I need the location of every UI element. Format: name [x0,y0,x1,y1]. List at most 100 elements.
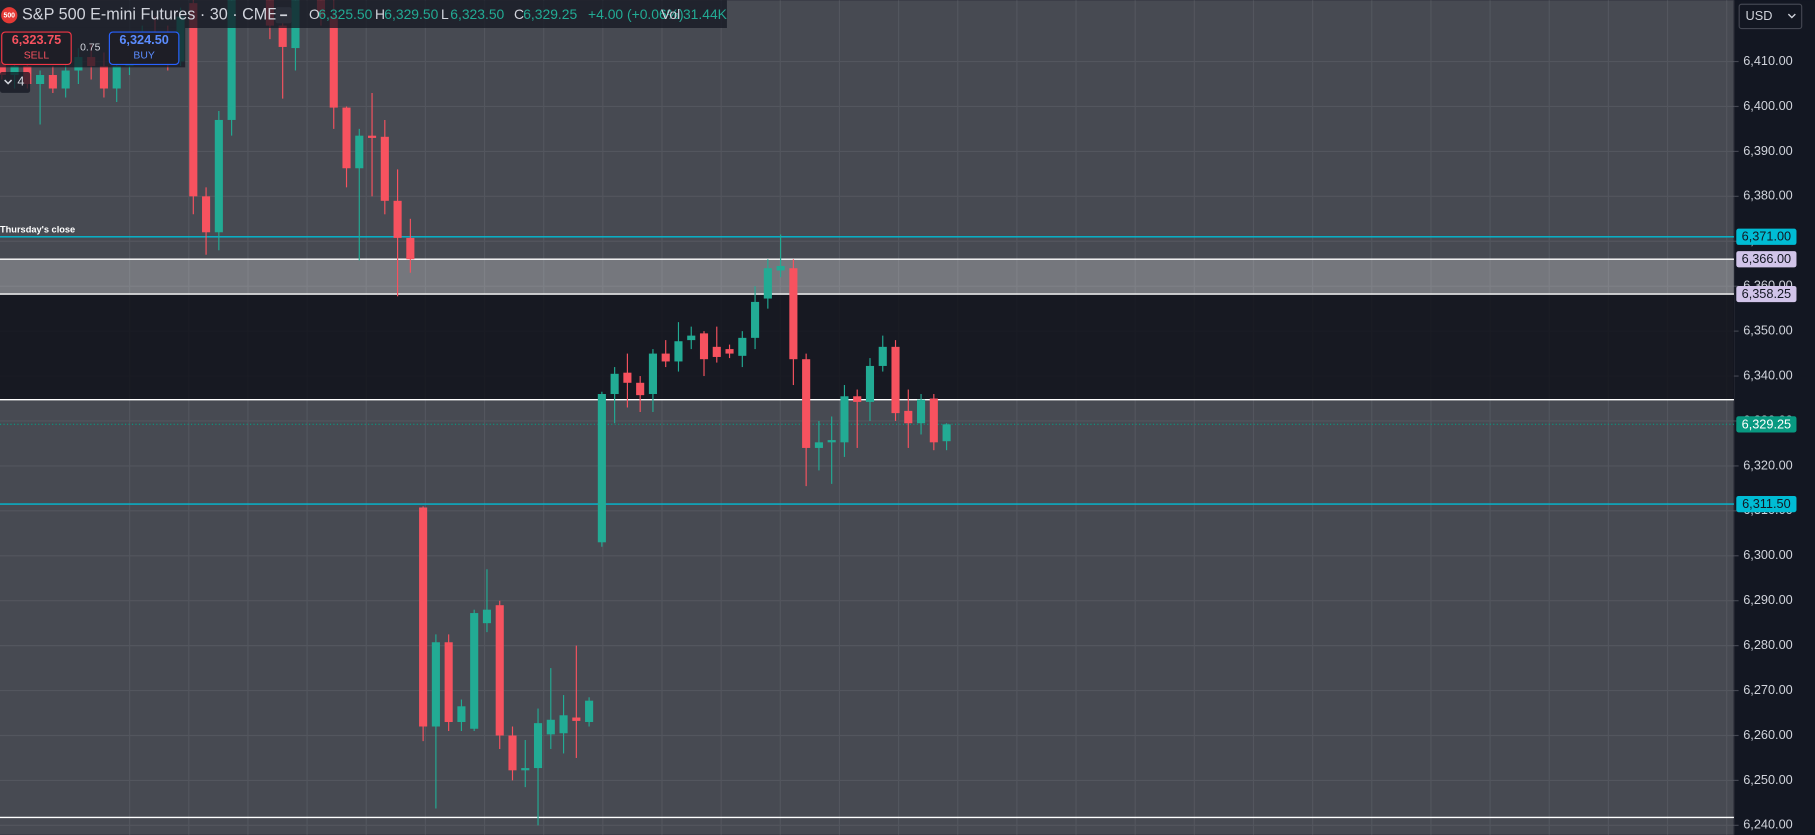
y-tick-label: 6,270.00 [1743,682,1793,697]
level-label: 6,371.00 [1742,229,1792,244]
y-tick-label: 6,250.00 [1743,772,1793,787]
candle-body [61,70,70,89]
legend-vol: Vol [661,6,680,22]
level-label: 6,358.25 [1742,286,1792,301]
level-label-bg [1736,228,1797,245]
candle-body [572,717,581,721]
level-label: 6,366.00 [1742,251,1792,266]
candle-body [840,396,849,443]
candle-body [942,424,951,442]
currency-button[interactable] [1738,3,1803,30]
y-tick-label: 6,410.00 [1743,53,1793,68]
candle-body [636,382,645,396]
candle-body [444,642,453,723]
y-tick-label: 6,380.00 [1743,188,1793,203]
buy-price: 6,324.50 [119,32,169,47]
candle-body [482,609,492,624]
y-tick-label: 6,280.00 [1743,637,1793,652]
price-scale: 6,410.006,400.006,390.006,380.006,370.00… [1733,53,1797,832]
buy-button[interactable] [108,31,180,66]
candle-body [725,349,734,354]
level-label: 6,329.25 [1742,416,1792,431]
y-tick-label: 6,260.00 [1743,727,1793,742]
candle-body [342,107,351,169]
candle-body [355,135,364,169]
candle-body [508,735,517,771]
indicators-count: 4 [17,74,24,89]
candle-body [597,394,606,543]
level-label-bg [1736,416,1797,433]
candle-body [904,410,913,424]
candle-body [48,75,57,89]
y-tick-label: 6,350.00 [1743,322,1793,337]
legend-high: 6,329.50 [384,6,438,22]
candle-body [406,237,415,260]
sell-label: SELL [24,51,50,62]
header-bg [0,0,727,28]
y-tick-label: 6,290.00 [1743,592,1793,607]
candle-body [853,396,862,402]
currency: USD [1746,8,1773,23]
candle-body [112,66,121,89]
y-tick-label: 6,400.00 [1743,98,1793,113]
candle-body [763,268,772,299]
candle-body [380,136,389,201]
candle-body [776,265,785,271]
candle-body [917,399,926,424]
candle-body [802,359,811,448]
candle-body [661,353,670,362]
level-label: 6,311.50 [1742,496,1791,511]
candle-body [278,25,287,47]
candle-body [10,66,19,76]
candle-body [585,700,594,723]
candle-body [36,75,45,85]
level-label-bg [1736,496,1797,513]
candle-body [368,135,377,138]
candle-body [699,333,709,360]
candle-body [687,335,696,341]
candle-body [457,706,466,723]
candle-body [623,372,632,383]
legend-l: L [441,6,449,22]
sell-button[interactable] [1,31,72,66]
indicators-toggle[interactable] [0,71,31,93]
candle-body [865,365,875,402]
candle-body [533,723,543,769]
candle-body [521,768,530,771]
candle-body [648,353,657,395]
candle-body [189,3,198,197]
candle-body [0,61,6,76]
spread: 0.75 [80,42,100,53]
candle-body [789,268,798,360]
candle-body [546,719,555,735]
candle-body [470,613,479,729]
candle-body [495,605,504,736]
candle-body [814,442,823,448]
candle-body [419,507,428,727]
legend-change: +4.00 (+0.06%) [588,6,684,22]
candle-body [827,440,836,443]
y-tick-label: 6,300.00 [1743,547,1793,562]
y-tick-label: 6,390.00 [1743,143,1793,158]
candle-body [431,642,440,727]
legend-open: 6,325.50 [318,6,372,22]
candle-body [559,715,568,734]
candle-body [674,341,683,362]
candle-body [329,16,338,108]
candle-body [929,398,938,443]
legend-volume: 31.44K [683,6,728,22]
candle-body [738,337,747,356]
candle-body [393,200,402,238]
candle-body [214,119,223,233]
candle-body [610,373,619,395]
candle-body [202,196,211,233]
candle-body [878,346,887,366]
candle-body [891,346,900,414]
chevron-icon [4,79,13,85]
buy-label: BUY [133,51,154,62]
legend-h: H [375,6,385,22]
sell-price: 6,323.75 [12,32,62,47]
currency-chevron [1787,13,1796,19]
